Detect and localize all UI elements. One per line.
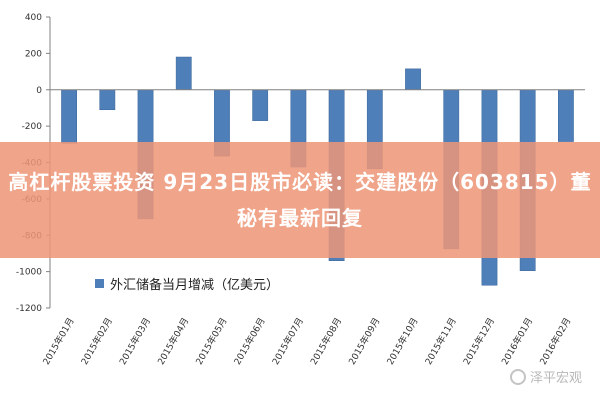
x-tick-label: 2015年05月 <box>193 316 230 367</box>
x-tick-label: 2016年02月 <box>537 316 574 367</box>
legend-swatch <box>95 279 104 288</box>
y-tick-label: -1000 <box>16 268 42 278</box>
bar <box>175 56 192 90</box>
x-axis-ticks: 2015年01月 2015年02月 2015年03月 2015年04月 2015年05月… <box>40 316 573 367</box>
bar <box>405 68 421 90</box>
y-tick-label: 0 <box>36 86 42 96</box>
legend-label: 外汇储备当月增减（亿美元） <box>110 277 279 293</box>
x-tick-label: 2015年02月 <box>78 316 115 367</box>
x-tick-label: 2016年01月 <box>499 316 536 367</box>
x-tick-label: 2015年08月 <box>308 316 345 367</box>
bar <box>558 89 574 142</box>
bar <box>61 89 78 144</box>
x-tick-label: 2015年11月 <box>422 316 459 367</box>
x-tick-label: 2015年09月 <box>346 316 383 367</box>
y-tick-label: 400 <box>25 13 42 23</box>
x-tick-label: 2015年03月 <box>117 316 154 367</box>
headline-text: 高杠杆股票投资 9月23日股市必读：交建股份（603815）董秘有最新回复 <box>8 170 592 230</box>
y-tick-label: -1200 <box>16 304 42 314</box>
headline-banner: 高杠杆股票投资 9月23日股市必读：交建股份（603815）董秘有最新回复 <box>0 142 600 258</box>
bar <box>252 89 269 121</box>
x-tick-label: 2015年01月 <box>40 316 77 367</box>
bar <box>99 89 116 111</box>
watermark-text: 泽平宏观 <box>529 371 582 386</box>
y-tick-label: 200 <box>25 49 42 59</box>
watermark-logo-icon <box>509 368 526 385</box>
y-tick-label: -200 <box>22 122 43 132</box>
x-tick-label: 2015年10月 <box>384 316 421 367</box>
x-tick-label: 2015年04月 <box>155 316 192 367</box>
chart-legend: 外汇储备当月增减（亿美元） <box>95 277 279 293</box>
watermark: 泽平宏观 <box>509 367 582 386</box>
x-tick-label: 2015年07月 <box>269 316 306 367</box>
x-tick-label: 2015年12月 <box>460 316 497 367</box>
x-tick-label: 2015年06月 <box>231 316 268 367</box>
